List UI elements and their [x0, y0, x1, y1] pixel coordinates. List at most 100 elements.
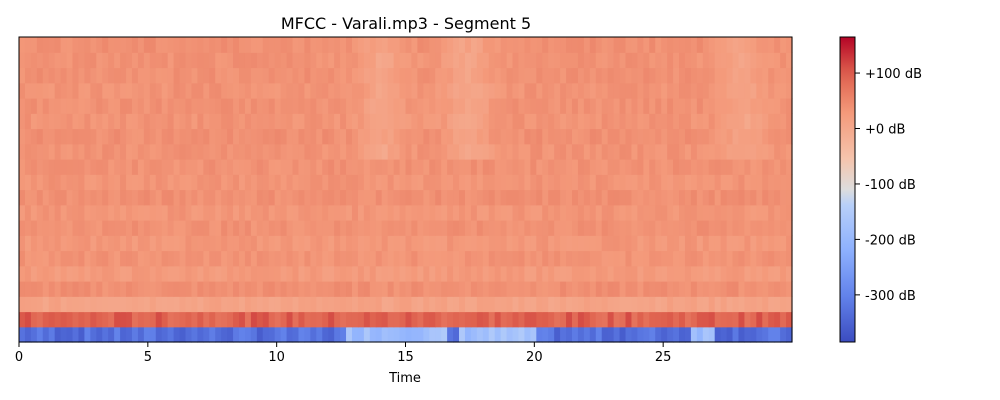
heatmap-cell [244, 235, 252, 252]
heatmap-cell [476, 174, 484, 191]
heatmap-cell [286, 128, 294, 145]
heatmap-cell [30, 52, 38, 69]
heatmap-cell [744, 98, 751, 114]
heatmap-cell [24, 67, 32, 84]
heatmap-cell [96, 265, 103, 282]
heatmap-cell [750, 52, 757, 69]
heatmap-cell [173, 37, 181, 53]
heatmap-cell [524, 250, 531, 267]
heatmap-cell [655, 174, 662, 191]
heatmap-cell [756, 204, 763, 221]
heatmap-cell [369, 159, 377, 175]
heatmap-cell [548, 143, 555, 160]
heatmap-cell [363, 98, 371, 114]
heatmap-cell [96, 296, 103, 313]
heatmap-cell [643, 265, 650, 282]
heatmap-cell [762, 128, 769, 145]
heatmap-cell [126, 52, 133, 69]
heatmap-cell [470, 174, 478, 191]
heatmap-cell [185, 311, 193, 328]
heatmap-cell [661, 98, 668, 114]
heatmap-cell [173, 204, 181, 221]
heatmap-cell [286, 220, 294, 236]
heatmap-cell [310, 311, 317, 328]
heatmap-cell [732, 52, 740, 69]
heatmap-cell [155, 265, 163, 282]
heatmap-cell [518, 250, 526, 267]
heatmap-cell [268, 174, 276, 191]
heatmap-cell [322, 174, 329, 191]
heatmap-cell [268, 189, 276, 206]
heatmap-cell [191, 250, 198, 267]
heatmap-cell [203, 296, 210, 313]
heatmap-cell [399, 296, 407, 313]
heatmap-cell [19, 311, 26, 328]
heatmap-cell [696, 250, 704, 267]
heatmap-cell [453, 220, 460, 236]
heatmap-cell [589, 159, 597, 175]
heatmap-cell [560, 296, 567, 313]
heatmap-cell [179, 265, 187, 282]
heatmap-cell [221, 98, 228, 114]
heatmap-cell [732, 67, 740, 84]
heatmap-cell [738, 52, 746, 69]
heatmap-cell [179, 281, 187, 297]
heatmap-cell [571, 311, 579, 328]
heatmap-cell [583, 250, 591, 267]
heatmap-cell [292, 113, 300, 130]
heatmap-cell [108, 143, 115, 160]
heatmap-cell [340, 326, 347, 343]
heatmap-cell [351, 265, 359, 282]
heatmap-cell [589, 220, 597, 236]
heatmap-cell [36, 82, 44, 99]
heatmap-cell [346, 220, 353, 236]
heatmap-cell [48, 52, 56, 69]
heatmap-cell [607, 189, 615, 206]
heatmap-cell [488, 265, 496, 282]
heatmap-cell [560, 52, 567, 69]
heatmap-cell [84, 37, 91, 53]
heatmap-cell [774, 311, 781, 328]
heatmap-cell [114, 296, 121, 313]
heatmap-cell [405, 250, 413, 267]
heatmap-cell [500, 281, 508, 297]
heatmap-cell [78, 159, 86, 175]
heatmap-cell [667, 82, 674, 99]
heatmap-cell [143, 98, 151, 114]
heatmap-cell [655, 82, 662, 99]
heatmap-cell [114, 265, 121, 282]
heatmap-cell [702, 159, 710, 175]
heatmap-cell [340, 174, 347, 191]
heatmap-cell [131, 326, 139, 343]
heatmap-cell [476, 143, 484, 160]
heatmap-cell [595, 250, 603, 267]
heatmap-cell [381, 143, 389, 160]
heatmap-cell [203, 281, 210, 297]
heatmap-cell [221, 52, 228, 69]
heatmap-cell [494, 37, 502, 53]
heatmap-cell [42, 128, 50, 145]
heatmap-cell [750, 143, 757, 160]
heatmap-cell [488, 174, 496, 191]
heatmap-cell [340, 235, 347, 252]
heatmap-cell [233, 265, 240, 282]
heatmap-cell [357, 52, 365, 69]
heatmap-cell [583, 235, 591, 252]
heatmap-cell [625, 189, 633, 206]
heatmap-cell [459, 67, 466, 84]
heatmap-cell [619, 128, 627, 145]
heatmap-cell [726, 174, 734, 191]
heatmap-cell [679, 159, 686, 175]
heatmap-cell [494, 159, 502, 175]
heatmap-cell [482, 174, 490, 191]
x-tick-label: 0 [15, 350, 23, 365]
heatmap-cell [774, 281, 781, 297]
heatmap-cell [381, 326, 389, 343]
heatmap-cell [203, 52, 210, 69]
heatmap-cell [393, 281, 401, 297]
heatmap-cell [60, 98, 68, 114]
heatmap-cell [120, 296, 127, 313]
heatmap-cell [30, 250, 38, 267]
heatmap-cell [435, 189, 442, 206]
heatmap-cell [227, 98, 234, 114]
